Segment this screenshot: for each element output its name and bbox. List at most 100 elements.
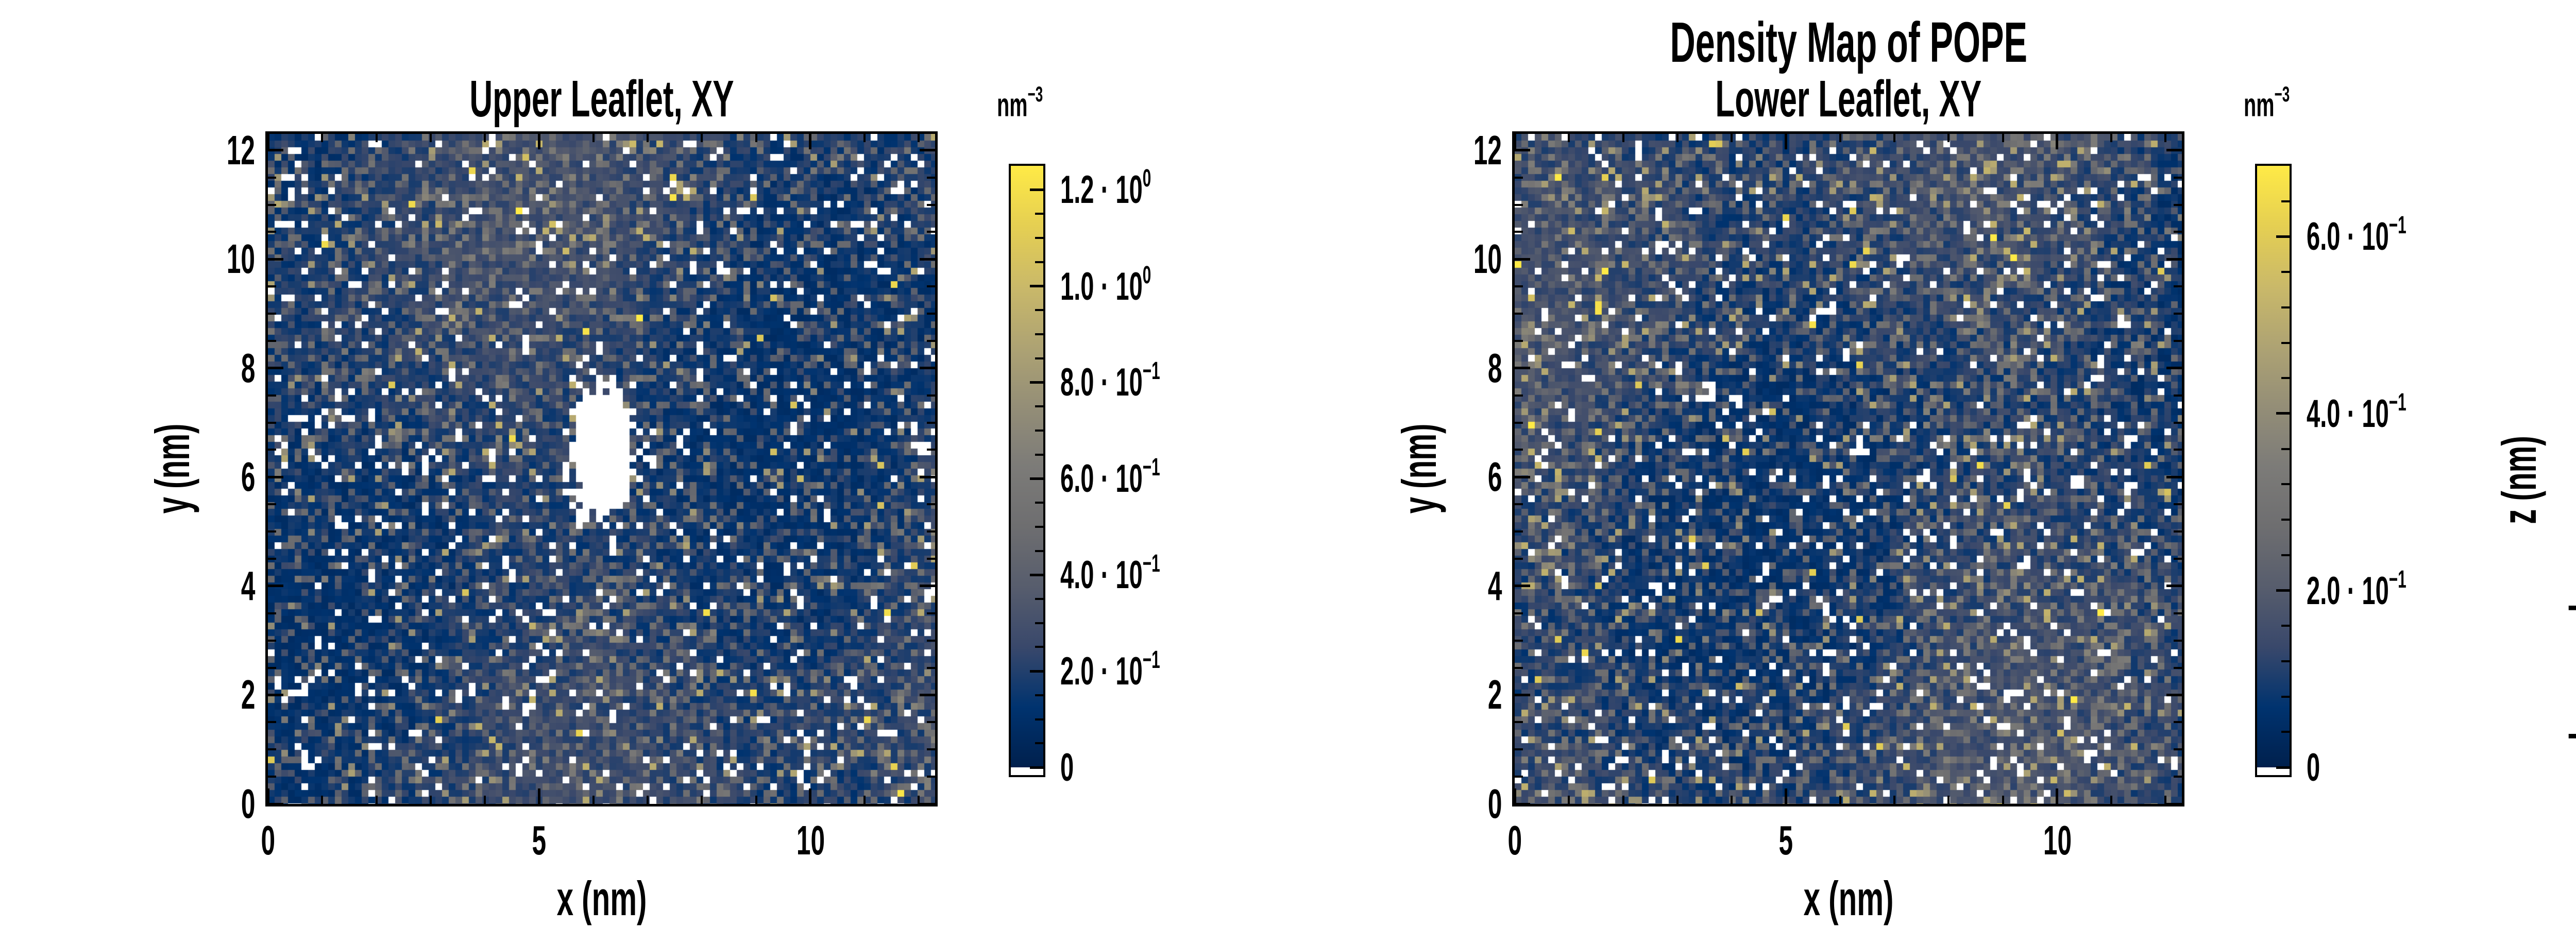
tick-mark bbox=[2281, 341, 2290, 344]
tick-mark bbox=[268, 421, 276, 424]
tick-mark bbox=[1515, 421, 1523, 424]
panel2-ytick: 12 bbox=[1473, 127, 1502, 173]
tick-mark bbox=[484, 796, 486, 804]
tick-mark bbox=[1515, 721, 1523, 724]
panel2-ylabel: y (nm) bbox=[1392, 423, 1446, 514]
tick-mark bbox=[918, 134, 920, 142]
tick-mark bbox=[755, 796, 757, 804]
tick-mark bbox=[266, 134, 269, 149]
tick-mark bbox=[1515, 748, 1523, 751]
tick-mark bbox=[1030, 573, 1043, 576]
tick-mark bbox=[1035, 261, 1043, 263]
tick-mark bbox=[1515, 313, 1523, 315]
tick-mark bbox=[1035, 550, 1043, 552]
panel1-ytick: 10 bbox=[226, 236, 255, 282]
tick-mark bbox=[1515, 558, 1523, 560]
tick-mark bbox=[2281, 625, 2290, 627]
tick-mark bbox=[927, 285, 935, 288]
figure-suptitle: Density Map of POPE bbox=[1670, 11, 2027, 74]
tick-mark bbox=[920, 258, 935, 261]
tick-mark bbox=[2174, 776, 2182, 778]
tick-mark bbox=[484, 134, 486, 142]
panel2-colorbar-unit: nm−3 bbox=[2244, 82, 2290, 124]
tick-mark bbox=[2174, 449, 2182, 451]
tick-mark bbox=[537, 788, 540, 804]
tick-mark bbox=[701, 134, 703, 142]
tick-mark bbox=[1035, 622, 1043, 624]
tick-mark bbox=[537, 134, 540, 149]
panel1-colorbar-tick: 2.0 · 10−1 bbox=[1060, 646, 1160, 694]
tick-mark bbox=[2056, 788, 2059, 804]
tick-mark bbox=[1513, 134, 1516, 149]
tick-mark bbox=[375, 134, 378, 142]
tick-mark bbox=[2166, 367, 2182, 370]
tick-mark bbox=[920, 585, 935, 588]
tick-mark bbox=[268, 748, 276, 751]
tick-mark bbox=[1030, 381, 1043, 384]
panel3-ytick: 2 bbox=[2442, 331, 2576, 372]
tick-mark bbox=[1515, 585, 1530, 588]
tick-mark bbox=[918, 796, 920, 804]
panel2-colorbar-tick: 0 bbox=[2307, 746, 2320, 790]
tick-mark bbox=[1893, 796, 1895, 804]
tick-mark bbox=[268, 558, 276, 560]
tick-mark bbox=[1515, 639, 1523, 642]
tick-mark bbox=[1947, 134, 1950, 142]
panel1-colorbar bbox=[1009, 164, 1045, 777]
tick-mark bbox=[1515, 231, 1523, 233]
panel1-colorbar-tick: 1.2 · 100 bbox=[1060, 164, 1151, 212]
tick-mark bbox=[927, 421, 935, 424]
tick-mark bbox=[927, 394, 935, 397]
panel1-ytick: 4 bbox=[241, 563, 255, 609]
tick-mark bbox=[2110, 134, 2113, 142]
tick-mark bbox=[927, 530, 935, 533]
panel1-colorbar-tick: 4.0 · 10−1 bbox=[1060, 550, 1160, 597]
tick-mark bbox=[927, 203, 935, 206]
tick-mark bbox=[2174, 313, 2182, 315]
tick-mark bbox=[2164, 796, 2167, 804]
tick-mark bbox=[927, 666, 935, 669]
tick-mark bbox=[1035, 429, 1043, 432]
tick-mark bbox=[1515, 394, 1523, 397]
tick-mark bbox=[701, 796, 703, 804]
tick-mark bbox=[2281, 660, 2290, 662]
panel1-colorbar-tick: 1.0 · 100 bbox=[1060, 261, 1151, 309]
panel1-ytick: 12 bbox=[226, 127, 255, 173]
upper-leaflet-heatmap bbox=[268, 134, 935, 804]
tick-mark bbox=[1947, 796, 1950, 804]
tick-mark bbox=[927, 313, 935, 315]
panel1-xtick: 5 bbox=[532, 817, 546, 863]
tick-mark bbox=[1622, 134, 1624, 142]
tick-mark bbox=[1030, 477, 1043, 480]
tick-mark bbox=[2174, 203, 2182, 206]
tick-mark bbox=[920, 367, 935, 370]
tick-mark bbox=[1515, 149, 1530, 152]
tick-mark bbox=[927, 748, 935, 751]
panel1-colorbar-tick: 8.0 · 10−1 bbox=[1060, 357, 1160, 405]
panel2-xtick: 0 bbox=[1507, 817, 1522, 863]
tick-mark bbox=[1515, 612, 1523, 614]
tick-mark bbox=[2164, 134, 2167, 142]
tick-mark bbox=[1035, 213, 1043, 215]
tick-mark bbox=[2281, 271, 2290, 273]
tick-mark bbox=[2281, 731, 2290, 733]
panel2-colorbar bbox=[2255, 164, 2292, 777]
tick-mark bbox=[2166, 802, 2182, 805]
panel2-colorbar-tick: 2.0 · 10−1 bbox=[2307, 565, 2406, 613]
tick-mark bbox=[1515, 693, 1530, 696]
tick-mark bbox=[1731, 796, 1733, 804]
tick-mark bbox=[268, 313, 276, 315]
panel1-ytick: 2 bbox=[241, 672, 255, 717]
tick-mark bbox=[1035, 405, 1043, 408]
tick-mark bbox=[2281, 448, 2290, 450]
tick-mark bbox=[2276, 589, 2290, 592]
tick-mark bbox=[755, 134, 757, 142]
tick-mark bbox=[2281, 554, 2290, 556]
tick-mark bbox=[927, 639, 935, 642]
tick-mark bbox=[2174, 558, 2182, 560]
tick-mark bbox=[2166, 693, 2182, 696]
tick-mark bbox=[1568, 134, 1570, 142]
tick-mark bbox=[927, 231, 935, 233]
tick-mark bbox=[809, 134, 812, 149]
tick-mark bbox=[268, 367, 283, 370]
